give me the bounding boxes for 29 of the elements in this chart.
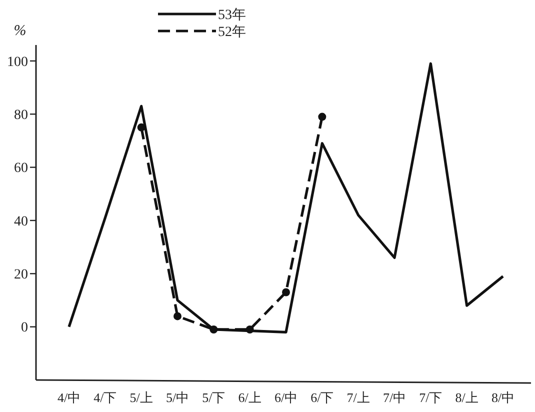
line-series [68, 62, 504, 334]
x-tick-label: 7/下 [419, 390, 442, 405]
x-tick-label: 7/上 [346, 390, 370, 405]
legend-label: 53年 [218, 6, 246, 23]
x-tick-label: 5/中 [166, 390, 190, 405]
y-tick-label: 100 [7, 54, 28, 70]
x-tick-label: 5/上 [130, 390, 153, 405]
y-tick-label: 0 [21, 320, 28, 336]
point [282, 288, 290, 296]
y-tick-label: 80 [14, 108, 28, 124]
x-tick-label: 6/下 [310, 390, 334, 405]
x-tick-label: 4/下 [94, 390, 117, 405]
y-tick-label: 60 [14, 161, 28, 176]
x-tick-label: 6/上 [238, 390, 262, 405]
point [137, 123, 146, 132]
x-tick-label: 8/上 [455, 390, 478, 405]
x-tick-label: 8/中 [491, 390, 515, 405]
x-tick-label: 6/中 [274, 390, 298, 405]
x-tick-label: 4/中 [57, 390, 81, 405]
point [210, 325, 218, 334]
point [318, 112, 326, 121]
point [174, 312, 182, 320]
legend-label: 52年 [218, 24, 246, 40]
x-tick-label: 7/中 [382, 390, 406, 405]
x-tick-label: 5/下 [202, 390, 226, 405]
point [246, 325, 254, 334]
y-tick-label: 40 [14, 214, 28, 230]
y-axis-title: % [14, 23, 26, 39]
y-tick-label: 20 [14, 268, 28, 283]
